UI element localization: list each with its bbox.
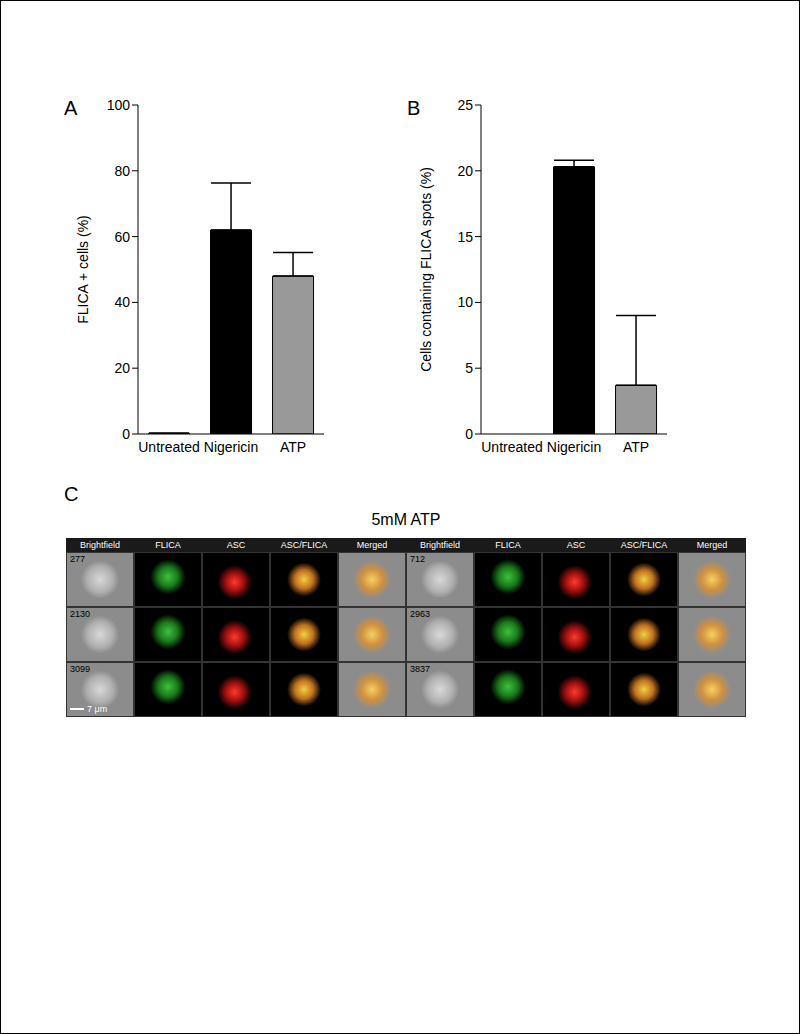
- svg-text:20: 20: [114, 360, 130, 376]
- html-text:ASC/FLICA: ASC/FLICA: [280, 540, 328, 550]
- html-text:Merged: Merged: [356, 540, 388, 550]
- html-text:C: C: [64, 483, 79, 505]
- html-text:277: 277: [70, 554, 85, 564]
- svg-text:10: 10: [457, 294, 473, 310]
- html-text:Brightfield: Brightfield: [420, 540, 460, 550]
- svg-text:Untreated: Untreated: [138, 439, 199, 455]
- svg-text:80: 80: [114, 163, 130, 179]
- svg-text:0: 0: [122, 426, 130, 442]
- svg-text:Nigericin: Nigericin: [547, 439, 601, 455]
- svg-text:Nigericin: Nigericin: [204, 439, 258, 455]
- svg-text:25: 25: [457, 97, 473, 113]
- svg-text:ATP: ATP: [280, 439, 306, 455]
- html-text:ASC/FLICA: ASC/FLICA: [620, 540, 668, 550]
- html-text:A: A: [64, 97, 78, 119]
- html-text:FLICA: FLICA: [155, 540, 181, 550]
- svg-text:40: 40: [114, 294, 130, 310]
- svg-text:Cells containing FLICA spots (: Cells containing FLICA spots (%): [418, 167, 434, 372]
- svg-text:100: 100: [107, 97, 131, 113]
- html-text:7 μm: 7 μm: [87, 704, 108, 714]
- svg-text:0: 0: [465, 426, 473, 442]
- html-text:2130: 2130: [70, 609, 90, 619]
- svg-text:15: 15: [457, 229, 473, 245]
- svg-text:5: 5: [465, 360, 473, 376]
- svg-text:ATP: ATP: [623, 439, 649, 455]
- html-text:3837: 3837: [410, 664, 430, 674]
- html-text:ASC: ASC: [226, 540, 246, 550]
- html-text:3099: 3099: [70, 664, 90, 674]
- html-text:712: 712: [410, 554, 425, 564]
- html-text:FLICA: FLICA: [495, 540, 521, 550]
- html-text:2963: 2963: [410, 609, 430, 619]
- svg-text:20: 20: [457, 163, 473, 179]
- html-text:5mM ATP: 5mM ATP: [371, 511, 441, 528]
- html-text:ASC: ASC: [566, 540, 586, 550]
- html-text:Merged: Merged: [696, 540, 728, 550]
- svg-text:Untreated: Untreated: [481, 439, 542, 455]
- svg-text:FLICA + cells (%): FLICA + cells (%): [75, 215, 91, 324]
- html-text:B: B: [407, 97, 421, 119]
- svg-text:60: 60: [114, 229, 130, 245]
- html-text:Brightfield: Brightfield: [80, 540, 120, 550]
